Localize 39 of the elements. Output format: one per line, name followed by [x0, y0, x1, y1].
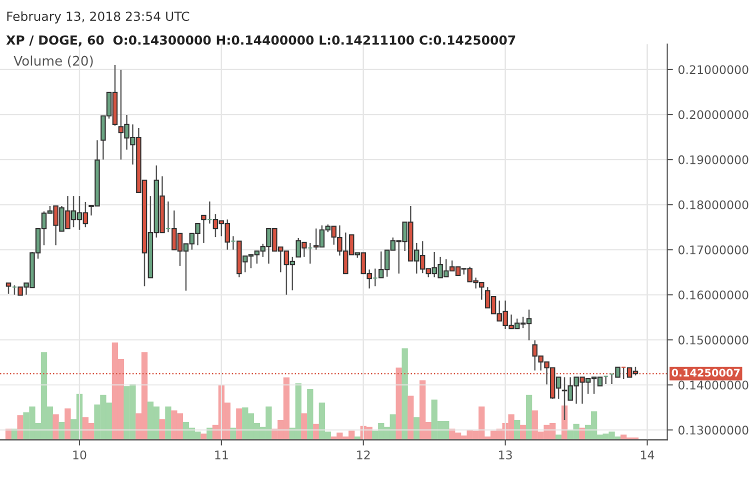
chart-subtitle: O:0.14300000 H:0.14400000 L:0.14211100 C:0.14250007: [113, 35, 516, 45]
text: February 13, 2018 23:54 UTC: [7, 11, 190, 24]
ref-line-label: 0.14250007: [672, 368, 740, 377]
y-tick-label: 0.21000000: [678, 65, 748, 74]
bar: [58, 422, 65, 440]
bar: [514, 420, 520, 440]
x-tick-label: 10: [73, 450, 86, 460]
x-tick-label: 13: [499, 450, 512, 460]
chart-title: Volume (20): [14, 56, 93, 68]
bar: [52, 414, 59, 440]
bar: [408, 396, 414, 440]
chart-title: XP / DOGE, 60: [6, 35, 104, 46]
bar: [64, 408, 71, 440]
x-tick-label: 14: [641, 450, 654, 460]
bar: [301, 413, 308, 440]
y-tick-label: 0.14000000: [678, 380, 748, 390]
bar: [236, 408, 242, 440]
y-tick-label: 0.19000000: [678, 155, 748, 164]
bar: [17, 415, 24, 440]
bar: [555, 434, 562, 440]
x-tick-label: 11: [215, 450, 228, 460]
bar: [165, 406, 172, 440]
y-tick-label: 0.15000000: [678, 336, 748, 344]
y-tick-label: 0.16000000: [678, 290, 748, 300]
y-tick-label: 0.18000000: [678, 200, 748, 210]
y-tick-label: 0.17000000: [678, 245, 748, 254]
bar: [414, 417, 420, 440]
bar: [159, 419, 166, 440]
candlestick: [6, 282, 12, 294]
bar: [396, 368, 402, 440]
candlestick: [201, 214, 206, 244]
bar: [200, 434, 207, 440]
bar: [526, 394, 532, 440]
bar: [354, 436, 361, 440]
bar: [402, 348, 408, 440]
x-tick-label: 12: [357, 450, 370, 460]
bar: [307, 389, 314, 440]
y-tick-label: 0.13000000: [678, 426, 748, 435]
y-tick-label: 0.20000000: [678, 110, 748, 120]
